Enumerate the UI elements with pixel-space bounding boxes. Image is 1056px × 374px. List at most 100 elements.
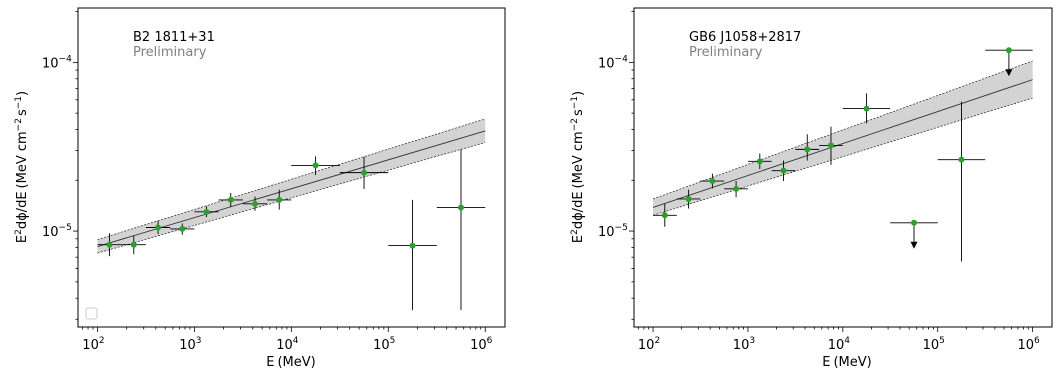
x-tick-base: 10 [373,338,390,353]
data-point [121,235,146,255]
chart-panel-left: B2 1811+31 Preliminary E (MeV) E2dϕ/dE (Me… [14,7,506,370]
fit-line [652,79,1033,208]
y-axis-label: E2dϕ/dE (MeV cm−2 s−1) [570,91,586,243]
x-tick-base: 10 [82,338,99,353]
data-point [242,196,268,211]
band-upper-edge [652,60,1033,200]
x-tick-base: 10 [923,338,940,353]
x-tick-exp: 4 [844,336,850,346]
x-tick-label: 105 [923,336,945,353]
data-point [339,156,389,189]
x-tick-exp: 3 [196,336,202,346]
data-point [218,193,243,207]
x-tick-label: 104 [276,336,299,353]
data-point [842,93,891,124]
data-marker [276,196,283,203]
y-axis-label-close: ) [15,91,30,96]
x-tick-base: 10 [179,338,196,353]
y-axis-label-unit: (MeV cm [15,131,30,188]
data-marker [863,105,870,112]
x-tick-label: 103 [733,336,755,353]
x-tick-label: 106 [1017,336,1040,353]
data-point [291,156,340,175]
data-marker [661,212,668,219]
x-tick-label: 102 [638,336,660,353]
data-point [724,181,748,198]
y-axis-label: E2dϕ/dE (MeV cm−2 s−1) [14,91,30,243]
y-axis-label-tail: s [571,109,586,116]
x-tick-base: 10 [638,338,655,353]
data-marker [827,142,834,149]
x-tick-label: 106 [470,336,493,353]
y-axis-label-main: dϕ/dE [571,191,586,229]
legend-box [85,307,98,320]
x-tick-label: 105 [373,336,395,353]
data-marker [409,242,416,249]
y-axis-label-s-exp: −1 [14,96,24,109]
data-point [653,203,677,227]
data-point [170,223,195,235]
y-axis-label-s-exp: −1 [570,96,580,109]
data-point [890,219,938,249]
y-tick-base: 10 [598,225,615,240]
x-tick-exp: 6 [1034,336,1040,346]
x-tick-base: 10 [733,338,750,353]
data-marker [958,156,965,163]
data-marker [361,169,368,176]
data-marker [203,208,210,215]
data-marker [312,162,319,169]
x-tick-base: 10 [828,338,845,353]
data-marker [780,167,787,174]
data-marker [251,200,258,207]
band-lower-edge [97,142,486,254]
x-axis-label-base: E [822,355,830,370]
y-axis-label-unit: (MeV cm [571,131,586,188]
source-name-label: B2 1811+31 [133,30,215,45]
upper-limit-arrow-head [1005,69,1013,77]
preliminary-label: Preliminary [689,45,763,60]
data-point [795,134,820,161]
data-point [436,149,486,311]
y-tick-label: 10−5 [598,223,628,240]
band-upper-edge [97,118,486,240]
data-marker [130,241,137,248]
data-point [700,173,725,189]
band-lower-edge [652,97,1033,216]
data-point [937,101,986,262]
data-marker [804,146,811,153]
y-axis-label-e-exp: 2 [14,229,24,235]
y-axis-label-e: E [571,235,586,243]
data-point [747,153,772,170]
x-tick-base: 10 [470,338,487,353]
x-tick-label: 103 [179,336,201,353]
data-marker [179,225,186,232]
data-point [985,47,1033,77]
data-marker [457,204,464,211]
y-tick-exp: −5 [615,223,628,233]
preliminary-label: Preliminary [133,45,207,60]
x-axis-label-unit: (MeV) [833,355,871,370]
y-tick-label: 10−4 [598,54,628,71]
y-tick-exp: −4 [59,54,73,64]
data-marker [106,241,113,248]
x-tick-exp: 5 [390,336,396,346]
x-tick-base: 10 [276,338,293,353]
data-point [267,189,292,210]
chart-panel-right: GB6 J1058+2817 Preliminary E (MeV) E2dϕ/d… [570,7,1053,370]
x-tick-exp: 2 [654,336,660,346]
x-tick-label: 102 [82,336,104,353]
x-axis-label: E (MeV) [266,355,315,370]
data-marker [1005,47,1012,54]
upper-limit-arrow-head [910,241,918,249]
x-tick-exp: 3 [749,336,755,346]
y-tick-base: 10 [42,225,59,240]
data-marker [911,219,918,226]
data-point [194,206,219,218]
y-axis-label-e-exp: 2 [570,229,580,235]
x-tick-exp: 5 [939,336,945,346]
y-axis-label-main: dϕ/dE [15,191,30,229]
y-tick-label: 10−5 [42,223,72,240]
y-axis-label-e: E [15,235,30,243]
y-axis-label-tail: s [15,109,30,116]
